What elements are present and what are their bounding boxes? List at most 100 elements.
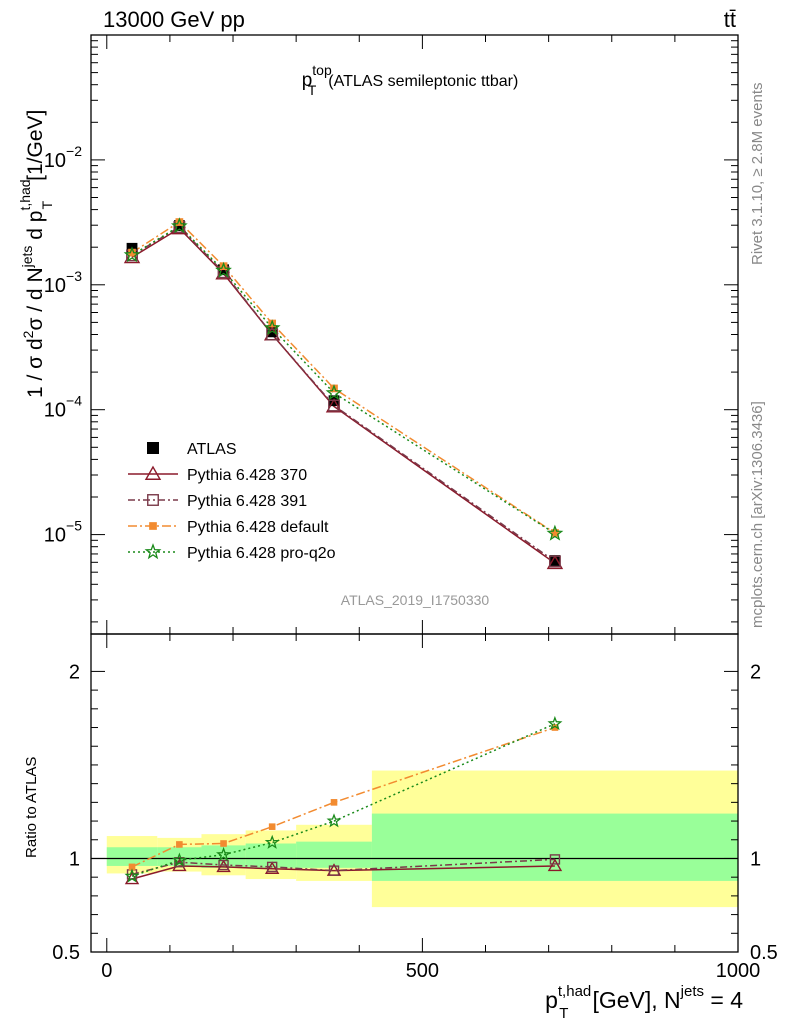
square-filled-marker [551, 529, 559, 537]
y-tick-label: 10−2 [44, 143, 82, 172]
y-tick-label-exp: −2 [66, 143, 82, 159]
y-tick-label-base: 10 [44, 400, 66, 422]
star-marker [215, 846, 232, 862]
series-line [131, 221, 556, 534]
ratio-plot-area [91, 715, 738, 908]
square-filled-marker [330, 799, 338, 806]
ratio-y-axis: 0.5 0.5 1 1 2 2 [52, 661, 778, 964]
star-marker [326, 813, 342, 828]
y-tick-label-base: 10 [44, 150, 66, 172]
series-pythia-6-428-370 [131, 227, 556, 564]
legend-label: Pythia 6.428 default [187, 519, 329, 536]
triangle-marker [264, 861, 280, 874]
ratio-line [131, 865, 555, 880]
ratio-series-pythia-6-428-default [128, 724, 559, 871]
legend-entry: Pythia 6.428 default [128, 519, 329, 536]
ratio-panel: 0.5 0.5 1 1 2 2 0 500 1000 Ratio to ATLAS pt,ha… [23, 633, 778, 1022]
legend: ATLAS Pythia 6.428 370 Pythia 6.428 391 Pyt… [128, 441, 336, 562]
series-line [131, 225, 556, 535]
square-filled-marker [268, 319, 277, 328]
rivet-version-label: Rivet 3.1.10, ≥ 2.8M events [749, 83, 766, 266]
square-filled-marker [219, 262, 228, 271]
triangle-marker [547, 858, 563, 872]
star-marker [170, 217, 188, 234]
ratio-y-tick-label: 2 [69, 661, 80, 683]
y-tick-label: 10−5 [44, 518, 82, 547]
star-marker [171, 852, 187, 867]
main-x-ticks [106, 35, 739, 634]
mcplots-label: mcplots.cern.ch [arXiv:1306.3436] [749, 401, 766, 628]
ratio-series-pythia-6-428-pro-q2o [124, 715, 563, 883]
legend-entry: Pythia 6.428 pro-q2o [128, 543, 336, 562]
analysis-id: ATLAS_2019_I1750330 [341, 592, 490, 608]
markers-pythia-6-428-default [128, 218, 559, 537]
series-line [131, 227, 556, 564]
ratio-y-tick-label-right: 0.5 [750, 942, 778, 964]
square-filled-marker [330, 384, 338, 393]
main-title: ptop T (ATLAS semileptonic ttbar) [302, 62, 519, 98]
ratio-y-tick-label: 1 [69, 848, 80, 870]
y-tick-label-base: 10 [44, 275, 66, 297]
ratio-frame [90, 633, 739, 953]
x-tick-label: 0 [101, 960, 112, 982]
triangle-marker [546, 554, 564, 570]
star-marker [264, 834, 280, 849]
y-tick-label-base: 10 [44, 525, 66, 547]
markers-pythia-6-428-pro-q2o [123, 217, 564, 541]
square-open-marker [266, 328, 279, 341]
triangle-marker [144, 465, 162, 480]
square-filled-marker [220, 840, 227, 847]
ratio-line [131, 723, 556, 877]
legend-label: Pythia 6.428 pro-q2o [187, 545, 336, 562]
legend-entry: ATLAS [147, 441, 237, 458]
square-filled-marker [176, 841, 183, 848]
uncertainty-band-inner [157, 847, 202, 866]
y-tick-label-exp: −5 [66, 518, 82, 534]
ratio-line [131, 726, 556, 868]
star-marker [215, 261, 232, 278]
x-tick-label: 500 [406, 960, 439, 982]
ratio-y-label: Ratio to ATLAS [23, 757, 40, 858]
y-tick-label-exp: −3 [66, 268, 82, 284]
star-marker [124, 868, 140, 883]
uncertainty-band-inner [106, 847, 158, 866]
square-open-marker [218, 859, 229, 871]
process-label: tt̄ [724, 7, 736, 32]
series-atlas-data [126, 220, 561, 566]
data-point [549, 555, 561, 566]
square-filled-marker [268, 823, 276, 830]
legend-label: Pythia 6.428 391 [187, 493, 307, 510]
y-tick-label: 10−4 [44, 393, 82, 422]
legend-label: ATLAS [187, 441, 237, 458]
star-marker [263, 319, 281, 336]
square-open-marker [549, 854, 561, 865]
square-filled-marker [175, 218, 184, 226]
ratio-y-tick-label-right: 1 [750, 848, 761, 870]
x-tick-label: 1000 [716, 960, 761, 982]
energy-label: 13000 GeV pp [103, 7, 245, 32]
ratio-y-tick-label: 0.5 [52, 942, 80, 964]
star-marker [547, 715, 563, 731]
series-pythia-6-428-pro-q2o [131, 225, 556, 535]
x-axis-label: pt,had T[GeV], Njets = 4 [545, 983, 743, 1022]
triangle-marker [216, 859, 231, 873]
square-filled-marker [128, 863, 136, 871]
square-open-marker [266, 861, 278, 873]
main-panel: 10−210−310−410−5 ptop T (ATLAS semileptoni… [17, 34, 739, 635]
y-tick-label: 10−3 [44, 268, 82, 297]
square-open-marker [147, 494, 159, 506]
legend-entry: Pythia 6.428 370 [128, 465, 307, 484]
square-open-marker [328, 399, 340, 412]
star-marker [123, 246, 141, 263]
star-marker [144, 543, 162, 560]
main-plot-area [123, 217, 564, 570]
square-open-marker [328, 865, 340, 876]
ratio-y-tick-label-right: 2 [750, 661, 761, 683]
legend-label: Pythia 6.428 370 [187, 467, 307, 484]
star-marker [325, 384, 343, 401]
square-filled-marker [149, 522, 157, 530]
ratio-line [131, 858, 555, 876]
star-marker [546, 524, 564, 541]
legend-entry: Pythia 6.428 391 [128, 493, 307, 510]
